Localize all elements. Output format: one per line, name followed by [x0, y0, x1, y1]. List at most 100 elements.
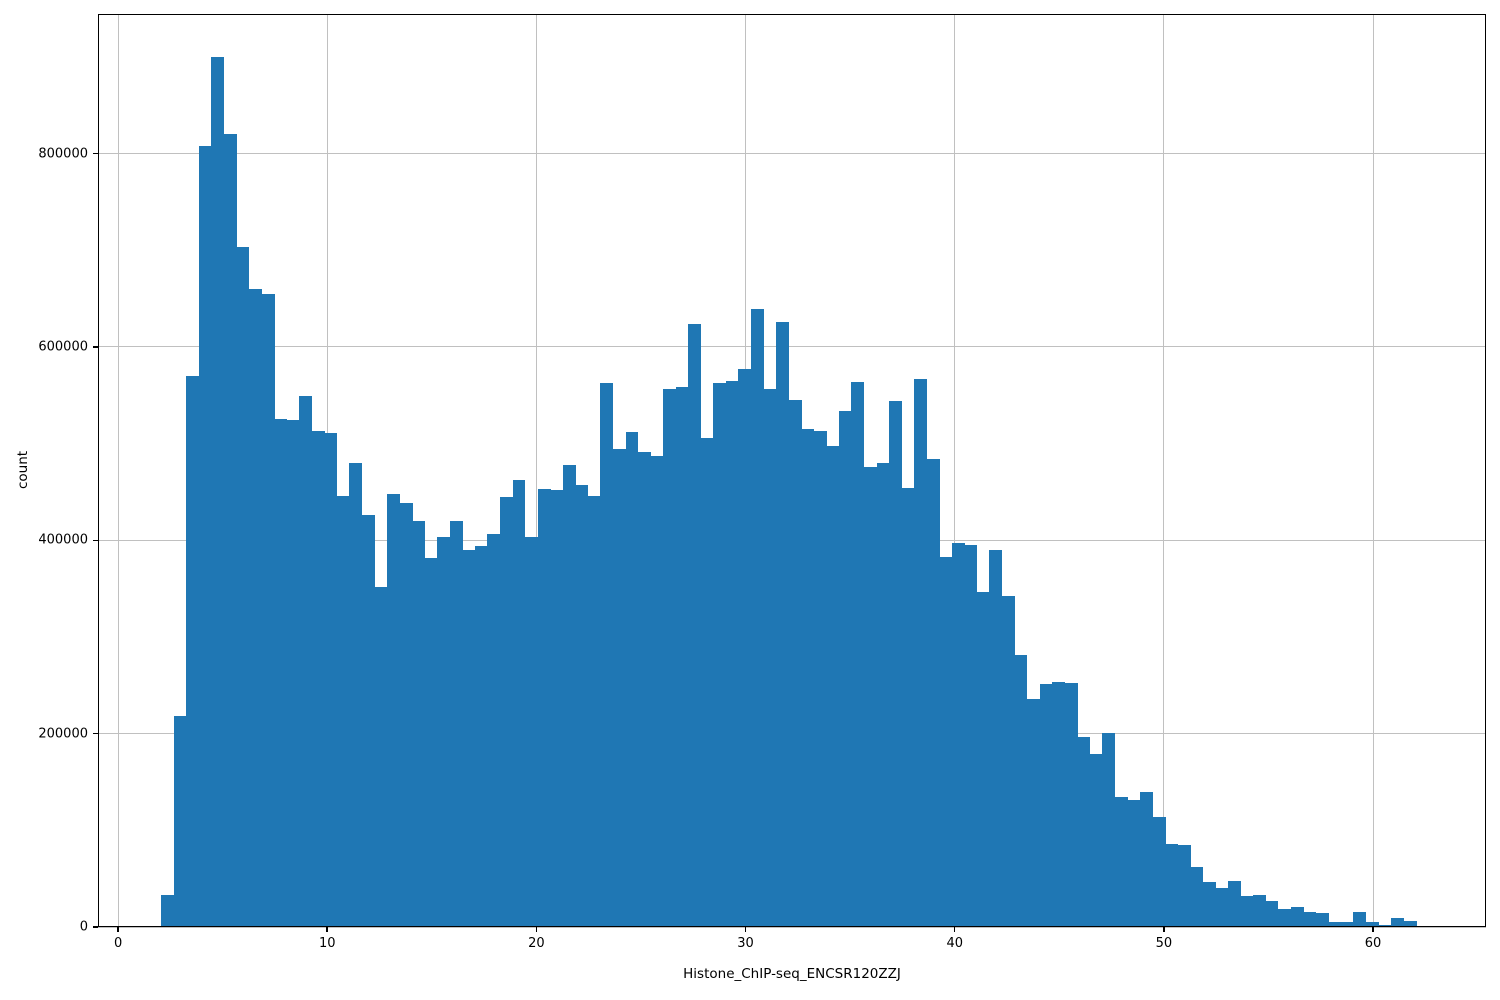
histogram-bar	[550, 489, 564, 927]
y-gridline	[98, 346, 1486, 348]
y-tick-label: 400000	[38, 532, 88, 548]
x-axis-label: Histone_ChIP-seq_ENCSR120ZZJ	[683, 966, 901, 982]
histogram-bar	[1089, 753, 1103, 927]
y-tick-label: 800000	[38, 146, 88, 162]
x-tick-mark	[326, 927, 328, 932]
x-tick-mark	[953, 927, 956, 932]
histogram-bar	[1152, 816, 1166, 927]
histogram-bar	[675, 386, 689, 927]
y-tick-label: 0	[79, 919, 88, 935]
x-tick-label: 60	[1364, 936, 1382, 951]
histogram-bar	[1353, 911, 1367, 927]
histogram-bar	[788, 400, 802, 927]
histogram-bar	[161, 895, 175, 927]
histogram-bar	[1215, 888, 1229, 927]
x-tick-mark	[535, 927, 538, 932]
histogram-bar	[1140, 791, 1153, 927]
histogram-bar	[1303, 911, 1317, 927]
histogram-bar	[412, 520, 426, 927]
histogram-bar	[1052, 682, 1066, 927]
y-tick-label: 600000	[38, 339, 88, 355]
y-tick-mark	[93, 539, 98, 541]
histogram-bar	[437, 537, 451, 927]
histogram-bar	[1177, 844, 1191, 927]
histogram-bar	[236, 247, 250, 927]
histogram-bar	[813, 431, 827, 927]
y-gridline	[98, 926, 1486, 928]
y-axis-label: count	[15, 450, 31, 490]
histogram-bar	[1391, 918, 1404, 927]
histogram-bar	[989, 549, 1003, 927]
histogram-bar	[198, 145, 212, 927]
histogram-bar	[261, 293, 275, 927]
histogram-bar	[387, 493, 400, 927]
histogram-bar	[1252, 895, 1266, 927]
histogram-bar	[399, 502, 413, 927]
y-tick-mark	[93, 152, 98, 155]
histogram-bar	[349, 462, 363, 927]
histogram-bar	[914, 378, 928, 927]
histogram-bar	[1378, 925, 1392, 927]
histogram-bar	[876, 462, 890, 927]
histogram-bar	[901, 488, 915, 927]
histogram-bar	[801, 429, 815, 927]
histogram-bar	[700, 437, 714, 927]
histogram-bar	[1365, 922, 1379, 927]
histogram-bar	[650, 456, 664, 927]
histogram-bar	[462, 549, 476, 927]
x-tick-label: 10	[318, 936, 336, 951]
x-tick-label: 20	[528, 936, 545, 951]
histogram-bar	[776, 321, 790, 927]
x-tick-mark	[1163, 927, 1165, 932]
histogram-bar	[500, 496, 513, 927]
histogram-bar	[763, 389, 777, 927]
x-tick-mark	[117, 927, 119, 932]
x-gridline	[1372, 14, 1374, 927]
histogram-bar	[1403, 921, 1417, 927]
histogram-bar	[587, 495, 601, 927]
plot-area	[98, 14, 1486, 928]
y-tick-mark	[93, 346, 98, 348]
histogram-bar	[525, 537, 539, 927]
histogram-bar	[424, 557, 438, 927]
histogram-bar	[939, 556, 953, 927]
histogram-bar	[299, 396, 313, 927]
x-gridline	[117, 14, 119, 927]
histogram-bar	[173, 716, 187, 927]
histogram-bar	[286, 420, 300, 927]
histogram-bar	[1114, 797, 1128, 927]
histogram-bar	[474, 546, 488, 927]
histogram-bar	[487, 534, 501, 927]
x-tick-label: 50	[1155, 936, 1173, 951]
histogram-bar	[964, 545, 978, 927]
histogram-bar	[1290, 906, 1304, 927]
histogram-bar	[688, 323, 702, 927]
x-gridline	[1163, 14, 1165, 927]
y-tick-mark	[93, 732, 98, 735]
y-tick-mark	[93, 926, 98, 928]
histogram-bar	[274, 419, 288, 927]
histogram-bar	[625, 431, 639, 927]
histogram-bar	[851, 381, 865, 927]
histogram-bar	[211, 56, 225, 927]
histogram-bar	[1328, 922, 1342, 927]
histogram-bar	[600, 382, 614, 927]
x-gridline	[954, 14, 956, 927]
histogram-bar	[449, 520, 463, 927]
histogram-bar	[713, 382, 727, 927]
y-tick-label: 200000	[38, 726, 88, 742]
histogram-bar	[826, 445, 840, 927]
histogram-bar	[374, 586, 388, 927]
histogram-bar	[249, 288, 262, 927]
histogram-bar	[926, 459, 940, 927]
histogram-bar	[1014, 655, 1028, 927]
histogram-bar	[1127, 800, 1141, 927]
x-tick-label: 40	[946, 936, 963, 951]
histogram-bar	[537, 489, 551, 927]
histogram-bar	[1202, 881, 1216, 927]
histogram-bar	[725, 380, 739, 927]
histogram-bar	[1001, 596, 1015, 927]
histogram-bar	[1227, 880, 1241, 927]
histogram-bar	[186, 375, 200, 927]
